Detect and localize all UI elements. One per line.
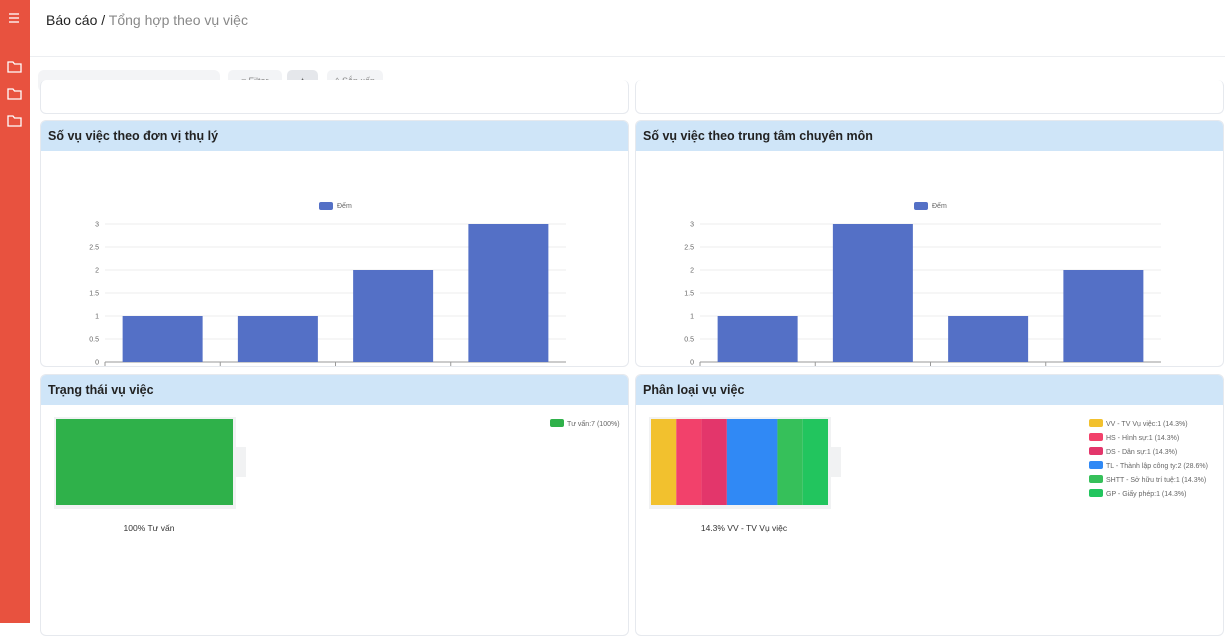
panel: Số vụ việc theo trung tâm chuyên môn Đếm 0… [635,120,1224,367]
panel-title: Trạng thái vụ việc [41,375,628,405]
legend-swatch [914,202,928,210]
panel-title: Số vụ việc theo trung tâm chuyên môn [636,121,1223,151]
sidebar-icons [7,13,22,127]
y-tick-label: 3 [690,222,694,229]
header-divider [30,56,1225,57]
breadcrumb: Báo cáo / Tổng hợp theo vụ việc [46,12,248,28]
bar-segment [676,419,702,505]
bar [353,270,434,362]
bar [1063,270,1144,362]
legend-label: HS - Hình sự:1 (14.3%) [1106,435,1179,442]
legend-swatch [1089,433,1103,441]
legend-swatch [1089,475,1103,483]
y-tick-label: 1 [690,314,694,321]
bar [122,316,203,362]
legend-swatch [1089,447,1103,455]
y-tick-label: 0.5 [684,337,694,344]
bar [717,316,798,362]
sidebar [0,0,30,623]
y-tick-label: 2.5 [89,245,99,252]
panel: Số vụ việc theo đơn vị thụ lý Đếm 0 0.5 1 1.5… [40,120,629,367]
chart: Tư vấn:7 (100%) 100% Tư vấn [54,417,620,533]
x-tick-label: Hệ thống_BOD [721,365,763,366]
panel-stub [40,80,629,114]
bar-caption: 100% Tư vấn [124,523,175,533]
y-tick-label: 0 [95,360,99,367]
bar-segment [802,419,828,505]
legend-label: SHTT - Sở hữu trí tuệ:1 (14.3%) [1106,476,1206,484]
legend-label: TL - Thành lập công ty:2 (28.6%) [1106,463,1208,470]
breadcrumb-section[interactable]: Báo cáo [46,12,98,28]
bar [468,224,549,362]
x-tick-label: Hệ thống_BOD [126,365,168,366]
legend-label: Tư vấn:7 (100%) [567,419,620,428]
bar-segment [726,419,778,505]
y-tick-label: 1.5 [684,291,694,298]
legend-label: Đếm [932,201,947,210]
legend-swatch [319,202,333,210]
panel-stub [635,80,1224,114]
chart: VV - TV Vụ việc:1 (14.3%) HS - Hình sự:1 … [649,417,1208,533]
bar [948,316,1029,362]
panel-title: Phân loại vụ việc [636,375,1223,405]
legend-label: VV - TV Vụ việc:1 (14.3%) [1106,421,1188,428]
y-tick-label: 0.5 [89,337,99,344]
y-tick-label: 2.5 [684,245,694,252]
y-tick-label: 2 [95,268,99,275]
bar-caption: 14.3% VV - TV Vụ việc [701,523,788,533]
y-tick-label: 1 [95,314,99,321]
panel-title: Số vụ việc theo đơn vị thụ lý [41,121,628,151]
bar-frame-tab [831,447,841,477]
legend-swatch [1089,489,1103,497]
bar-segment [56,419,233,505]
bar-segment [651,419,677,505]
panel: Phân loại vụ việc VV - TV Vụ việc:1 (14.3… [635,374,1224,636]
y-tick-label: 2 [690,268,694,275]
bar-segment [777,419,803,505]
y-tick-label: 3 [95,222,99,229]
bar [832,224,913,362]
y-tick-label: 1.5 [89,291,99,298]
legend-label: DS - Dân sự:1 (14.3%) [1106,449,1177,456]
legend-swatch [1089,461,1103,469]
y-tick-label: 0 [690,360,694,367]
breadcrumb-separator: / [101,12,106,28]
legend-label: Đếm [337,201,352,210]
bar-segment [701,419,727,505]
bar-frame-tab [236,447,246,477]
bar [237,316,318,362]
legend-label: GP - Giấy phép:1 (14.3%) [1106,489,1186,498]
panel: Trạng thái vụ việc Tư vấn:7 (100%) 100% Tư… [40,374,629,636]
legend-swatch [1089,419,1103,427]
breadcrumb-page: Tổng hợp theo vụ việc [108,12,248,28]
legend-swatch [550,419,564,427]
